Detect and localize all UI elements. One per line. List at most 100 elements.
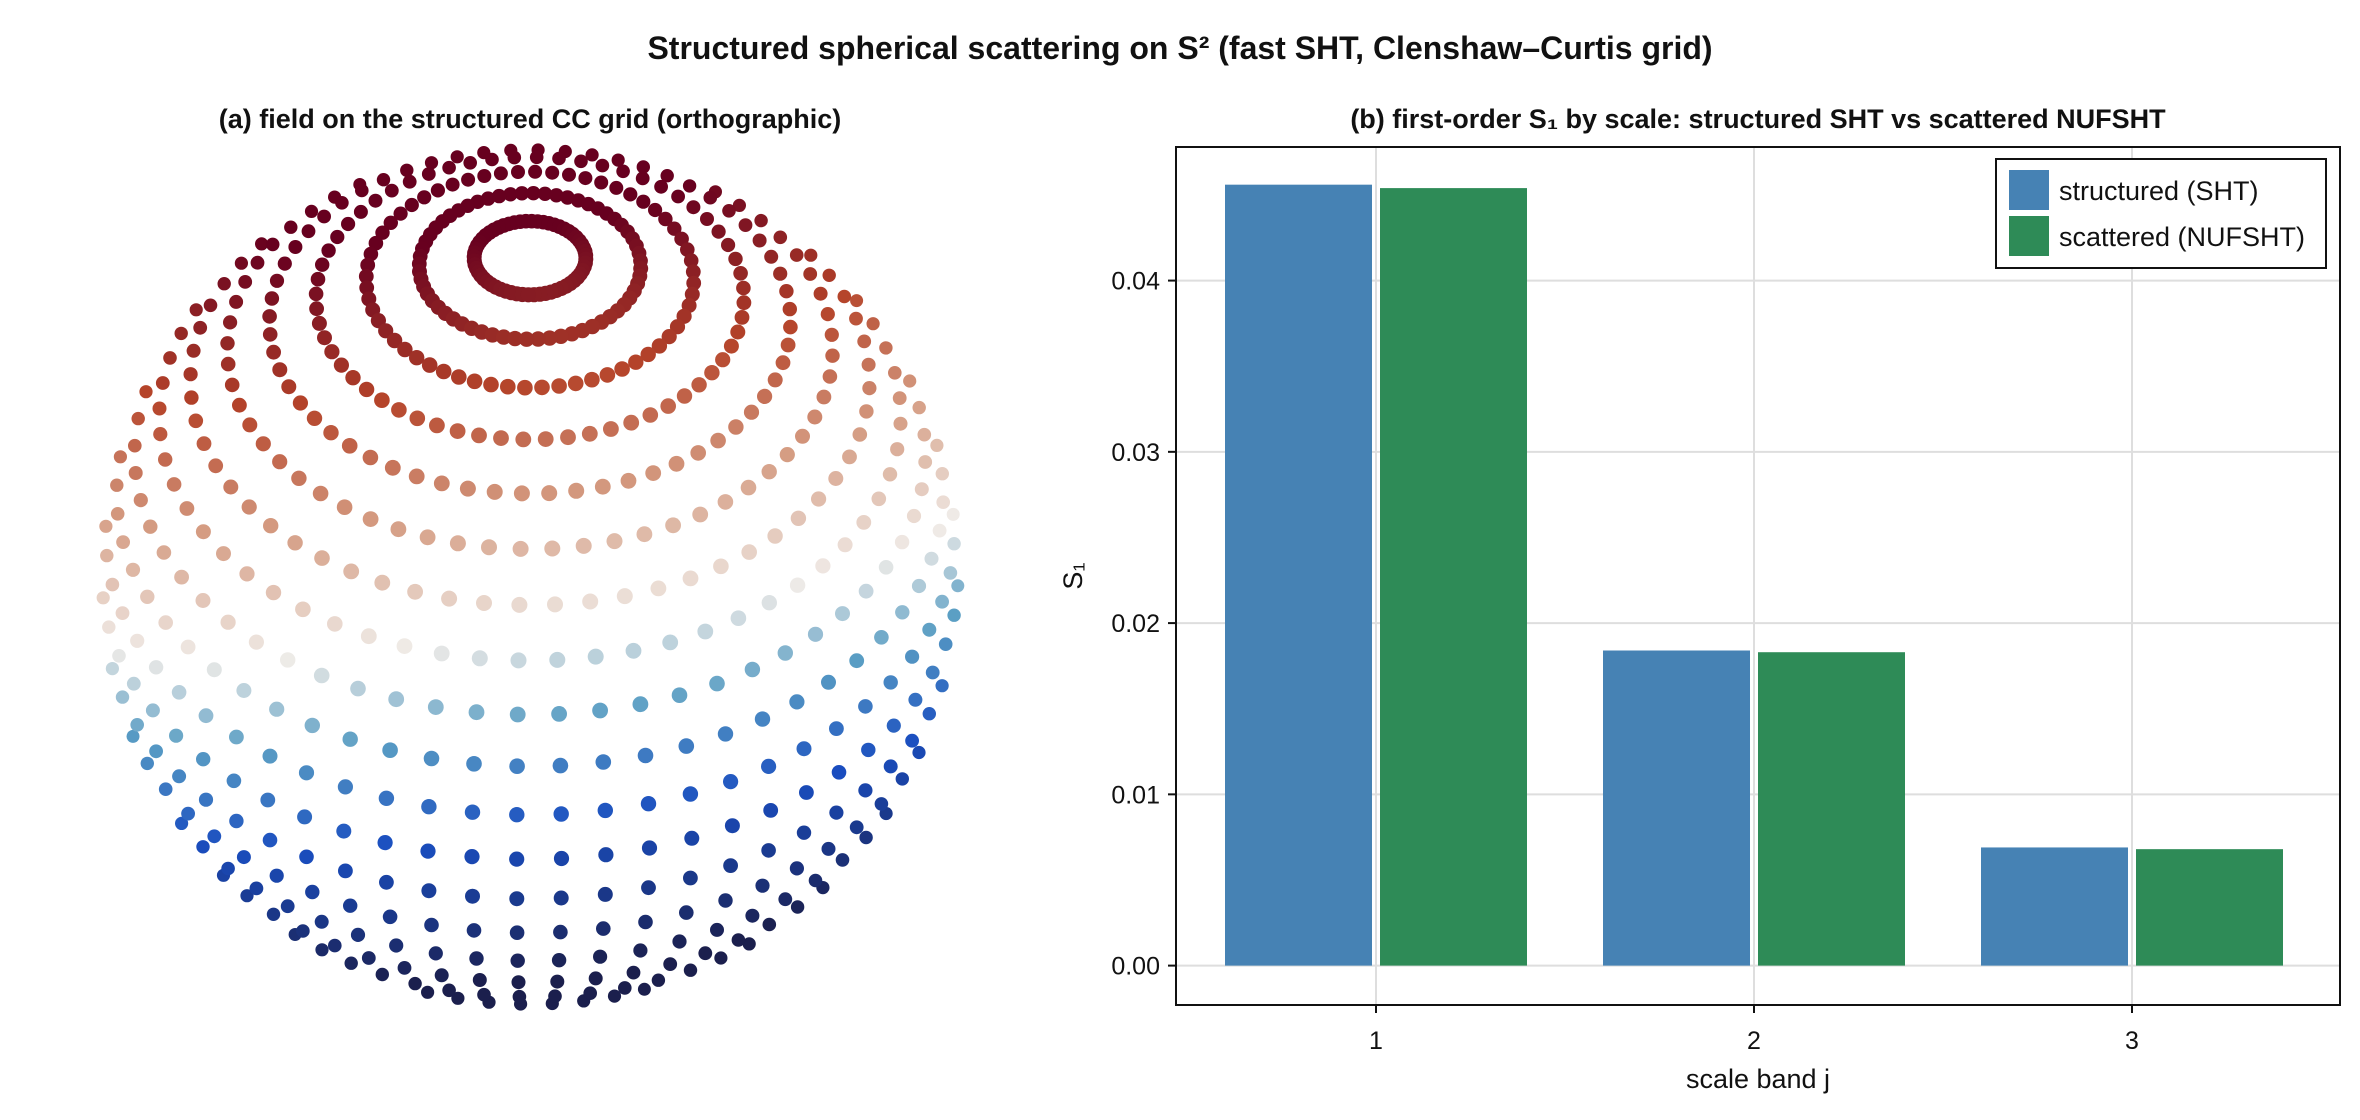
sphere-sample-point xyxy=(327,616,343,632)
sphere-sample-point xyxy=(110,478,124,492)
sphere-sample-point xyxy=(804,248,818,262)
sphere-sample-point xyxy=(449,535,466,552)
sphere-sample-point xyxy=(301,224,316,239)
sphere-sample-point xyxy=(220,356,236,372)
sphere-sample-point xyxy=(685,264,701,280)
sphere-sample-point xyxy=(717,726,734,742)
sphere-sample-point xyxy=(548,989,562,1003)
sphere-sample-point xyxy=(518,331,535,347)
sphere-sample-point xyxy=(815,558,831,574)
sphere-sample-point xyxy=(343,898,358,913)
y-tick-label: 0.00 xyxy=(1111,953,1160,981)
sphere-sample-point xyxy=(196,752,211,767)
sphere-sample-point xyxy=(683,963,698,977)
sphere-sample-point xyxy=(434,968,449,983)
sphere-sample-point xyxy=(280,899,295,914)
sphere-sample-point xyxy=(179,501,195,516)
sphere-sample-point xyxy=(874,630,889,645)
sphere-sample-point xyxy=(935,679,949,693)
sphere-sample-point xyxy=(849,311,863,326)
sphere-sample-point xyxy=(731,933,746,947)
sphere-sample-point xyxy=(551,706,567,722)
sphere-sample-point xyxy=(574,154,588,169)
sphere-sample-point xyxy=(312,485,329,502)
sphere-sample-point xyxy=(281,379,297,395)
sphere-sample-point xyxy=(938,637,953,651)
sphere-sample-point xyxy=(697,623,714,640)
sphere-sample-point xyxy=(641,880,656,896)
sphere-sample-point xyxy=(895,772,909,786)
sphere-sample-point xyxy=(717,494,734,510)
sphere-sample-point xyxy=(305,884,320,900)
sphere-sample-point xyxy=(951,579,965,593)
sphere-sample-point xyxy=(858,699,873,714)
sphere-sample-point xyxy=(145,703,160,718)
sphere-sample-point xyxy=(112,649,126,663)
sphere-sample-point xyxy=(636,160,650,174)
sphere-sample-point xyxy=(309,301,324,317)
sphere-sample-point xyxy=(711,224,726,239)
sphere-sample-point xyxy=(509,891,525,907)
sphere-sample-point xyxy=(660,169,674,183)
sphere-sample-point xyxy=(723,338,739,354)
sphere-sample-point xyxy=(421,167,436,181)
sphere-sample-point xyxy=(690,445,706,461)
sphere-sample-point xyxy=(321,243,336,258)
sphere-sample-point xyxy=(328,938,342,953)
sphere-sample-point xyxy=(578,171,593,186)
sphere-sample-point xyxy=(336,823,352,839)
sphere-sample-point xyxy=(377,835,393,851)
sphere-sample-point xyxy=(728,419,744,435)
sphere-sample-point xyxy=(667,221,682,236)
sphere-sample-point xyxy=(115,606,130,620)
sphere-sample-point xyxy=(878,560,894,575)
sphere-sample-point xyxy=(391,402,407,418)
sphere-sample-point xyxy=(807,409,823,425)
sphere-sample-point xyxy=(449,423,466,439)
sphere-sample-point xyxy=(493,430,509,446)
sphere-sample-point xyxy=(703,190,718,205)
sphere-sample-point xyxy=(680,242,695,257)
sphere-sample-point xyxy=(166,477,182,492)
sphere-sample-point xyxy=(266,907,281,921)
sphere-sample-point xyxy=(623,187,638,202)
sphere-sample-point xyxy=(549,651,566,668)
sphere-sample-point xyxy=(821,841,836,856)
sphere-sample-point xyxy=(552,757,569,774)
sphere-sample-point xyxy=(264,291,280,306)
sphere-sample-point xyxy=(782,301,797,317)
sphere-sample-point xyxy=(330,229,345,245)
sphere-sample-point xyxy=(232,397,247,413)
sphere-sample-point xyxy=(743,404,760,420)
bar-structured-j2 xyxy=(1603,650,1750,966)
sphere-sample-point xyxy=(599,367,616,383)
sphere-sample-point xyxy=(451,369,467,385)
sphere-sample-point xyxy=(265,584,282,601)
sphere-sample-point xyxy=(663,957,678,971)
sphere-sample-point xyxy=(183,367,198,382)
sphere-sample-point xyxy=(445,177,460,192)
sphere-sample-point xyxy=(553,328,569,344)
sphere-sample-point xyxy=(374,574,391,591)
sphere-sample-point xyxy=(715,352,731,368)
sphere-sample-point xyxy=(428,946,443,961)
sphere-sample-point xyxy=(682,570,699,587)
sphere-sample-point xyxy=(314,550,330,566)
sphere-sample-point xyxy=(529,150,544,165)
sphere-sample-point xyxy=(755,878,770,893)
x-tick-label: 3 xyxy=(2125,1027,2139,1055)
sphere-sample-point xyxy=(545,165,560,180)
sphere-sample-point xyxy=(922,622,937,637)
sphere-sample-point xyxy=(226,773,242,789)
sphere-sample-point xyxy=(358,269,374,284)
sphere-sample-point xyxy=(594,175,609,190)
sphere-sample-point xyxy=(408,468,425,485)
sphere-sample-point xyxy=(464,804,481,820)
sphere-sample-point xyxy=(400,163,414,177)
sphere-sample-point xyxy=(335,196,349,210)
sphere-sample-point xyxy=(128,466,143,480)
sphere-sample-point xyxy=(597,802,613,819)
sphere-sample-point xyxy=(593,949,608,964)
sphere-sample-point xyxy=(730,324,746,340)
sphere-sample-point xyxy=(386,332,403,349)
